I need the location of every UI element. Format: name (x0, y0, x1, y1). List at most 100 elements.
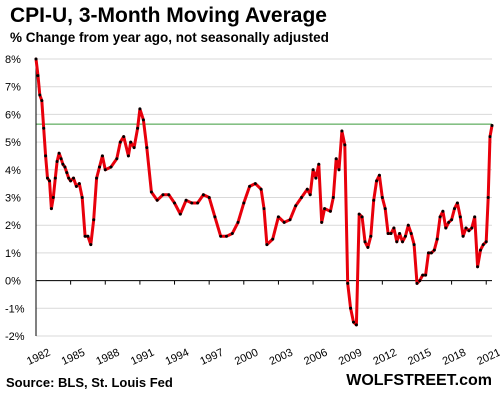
data-point (444, 226, 448, 230)
data-point (372, 198, 376, 202)
grid-lines (36, 58, 492, 337)
data-point (488, 135, 492, 139)
data-point (380, 196, 384, 199)
data-point (259, 187, 263, 191)
y-tick-label: 2% (5, 220, 21, 232)
data-point (424, 273, 428, 277)
data-point (80, 196, 84, 199)
data-point (464, 226, 468, 230)
y-tick-labels: -2% -1% 0% 1% 2% 3% 4% 5% 6% 7% 8% (5, 54, 25, 343)
data-point (308, 193, 312, 197)
data-point (323, 207, 327, 211)
data-point (467, 229, 471, 233)
data-point (225, 234, 228, 238)
data-point (490, 124, 494, 127)
data-point (126, 154, 130, 158)
y-tick-label: 4% (5, 165, 21, 177)
data-point (294, 204, 298, 208)
data-point (51, 196, 55, 199)
data-point (481, 243, 485, 247)
data-point (248, 184, 252, 188)
data-point (207, 196, 211, 199)
data-point (401, 240, 404, 244)
data-point (473, 215, 477, 219)
data-point (149, 190, 153, 194)
data-point (141, 118, 145, 122)
data-point (242, 201, 246, 205)
data-point (38, 93, 42, 97)
data-point (36, 74, 40, 78)
data-point (435, 237, 439, 241)
data-point (427, 251, 430, 255)
data-point (432, 248, 436, 252)
x-tick-label: 2015 (406, 347, 433, 368)
marker-layer (34, 57, 494, 327)
data-point (63, 165, 67, 169)
data-point (69, 179, 73, 183)
data-point (129, 140, 133, 144)
data-point (34, 57, 38, 61)
data-point (65, 171, 69, 175)
data-point (438, 215, 442, 219)
data-point (343, 143, 347, 147)
data-point (276, 215, 280, 219)
data-point (360, 215, 364, 219)
data-point (100, 154, 104, 158)
data-point (98, 165, 101, 169)
data-point (109, 165, 113, 169)
data-point (155, 198, 159, 202)
data-point (403, 234, 407, 238)
data-point (48, 179, 51, 183)
data-point (389, 232, 393, 235)
y-tick-label: -2% (5, 331, 25, 343)
y-tick-label: 0% (5, 276, 21, 288)
data-point (300, 196, 303, 199)
data-point (421, 273, 425, 277)
data-point (331, 196, 335, 199)
data-point (184, 198, 188, 202)
data-point (178, 212, 182, 216)
data-point (271, 237, 275, 241)
data-point (455, 201, 459, 205)
data-point (230, 232, 234, 235)
x-tick-label: 2021 (475, 347, 500, 368)
data-point (115, 157, 119, 161)
data-point (72, 176, 75, 180)
data-point (418, 279, 422, 283)
data-point (458, 215, 462, 219)
data-point (340, 129, 344, 133)
data-point (412, 243, 416, 247)
data-point (461, 234, 465, 238)
data-point (83, 234, 87, 238)
data-point (476, 265, 480, 269)
data-point (61, 162, 65, 166)
x-tick-label: 1985 (60, 347, 87, 368)
data-point (55, 160, 59, 163)
x-tick-label: 1988 (94, 347, 121, 368)
data-point (386, 232, 390, 235)
data-point (167, 193, 171, 197)
data-point (369, 234, 373, 238)
data-point (447, 220, 451, 224)
y-tick-label: 7% (5, 82, 21, 94)
data-point (161, 193, 165, 197)
data-point (395, 240, 399, 244)
data-point (77, 182, 81, 186)
x-tick-labels: 1982 1985 1988 1991 1994 1997 2000 2003 2006 2009… (25, 347, 500, 368)
data-point (46, 176, 49, 180)
data-point (363, 240, 367, 244)
data-point (145, 146, 149, 150)
y-tick-label: 5% (5, 137, 21, 149)
data-point (95, 176, 99, 180)
brand-logo-text: WOLFSTREET.com (346, 372, 492, 389)
source-note: Source: BLS, St. Louis Fed (6, 375, 173, 390)
data-point (320, 220, 324, 224)
data-point (136, 126, 140, 130)
data-point (59, 157, 63, 161)
x-tick-label: 2018 (441, 347, 468, 368)
chart-subtitle: % Change from year ago, not seasonally a… (10, 30, 329, 45)
x-tick-label: 2003 (268, 347, 295, 368)
data-point (450, 218, 454, 222)
data-point (328, 209, 332, 213)
